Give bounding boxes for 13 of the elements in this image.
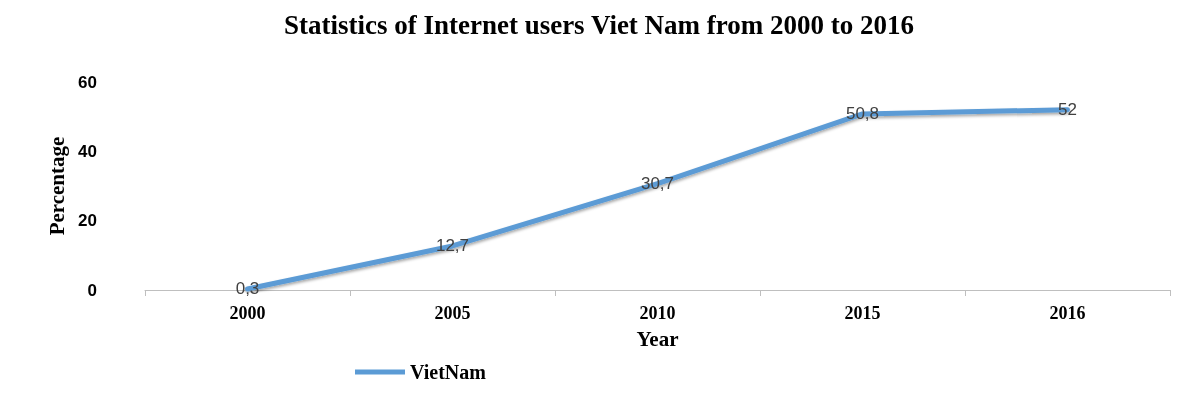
y-tick-label: 40 [78,141,97,161]
y-tick-label: 60 [78,72,97,92]
y-tick-label: 0 [87,280,97,300]
legend-label: VietNam [410,361,487,383]
y-tick-label: 20 [78,211,97,231]
x-tick-label: 2000 [229,303,266,323]
y-axis-title: Percentage [44,136,69,236]
x-tick-label: 2010 [639,303,676,323]
x-tick-label: 2016 [1049,303,1086,323]
x-tick-label: 2005 [434,303,471,323]
chart-title: Statistics of Internet users Viet Nam from 2000 to 2016 [283,9,915,40]
x-tick-label: 2015 [844,303,881,323]
x-axis-title: Year [636,326,679,351]
